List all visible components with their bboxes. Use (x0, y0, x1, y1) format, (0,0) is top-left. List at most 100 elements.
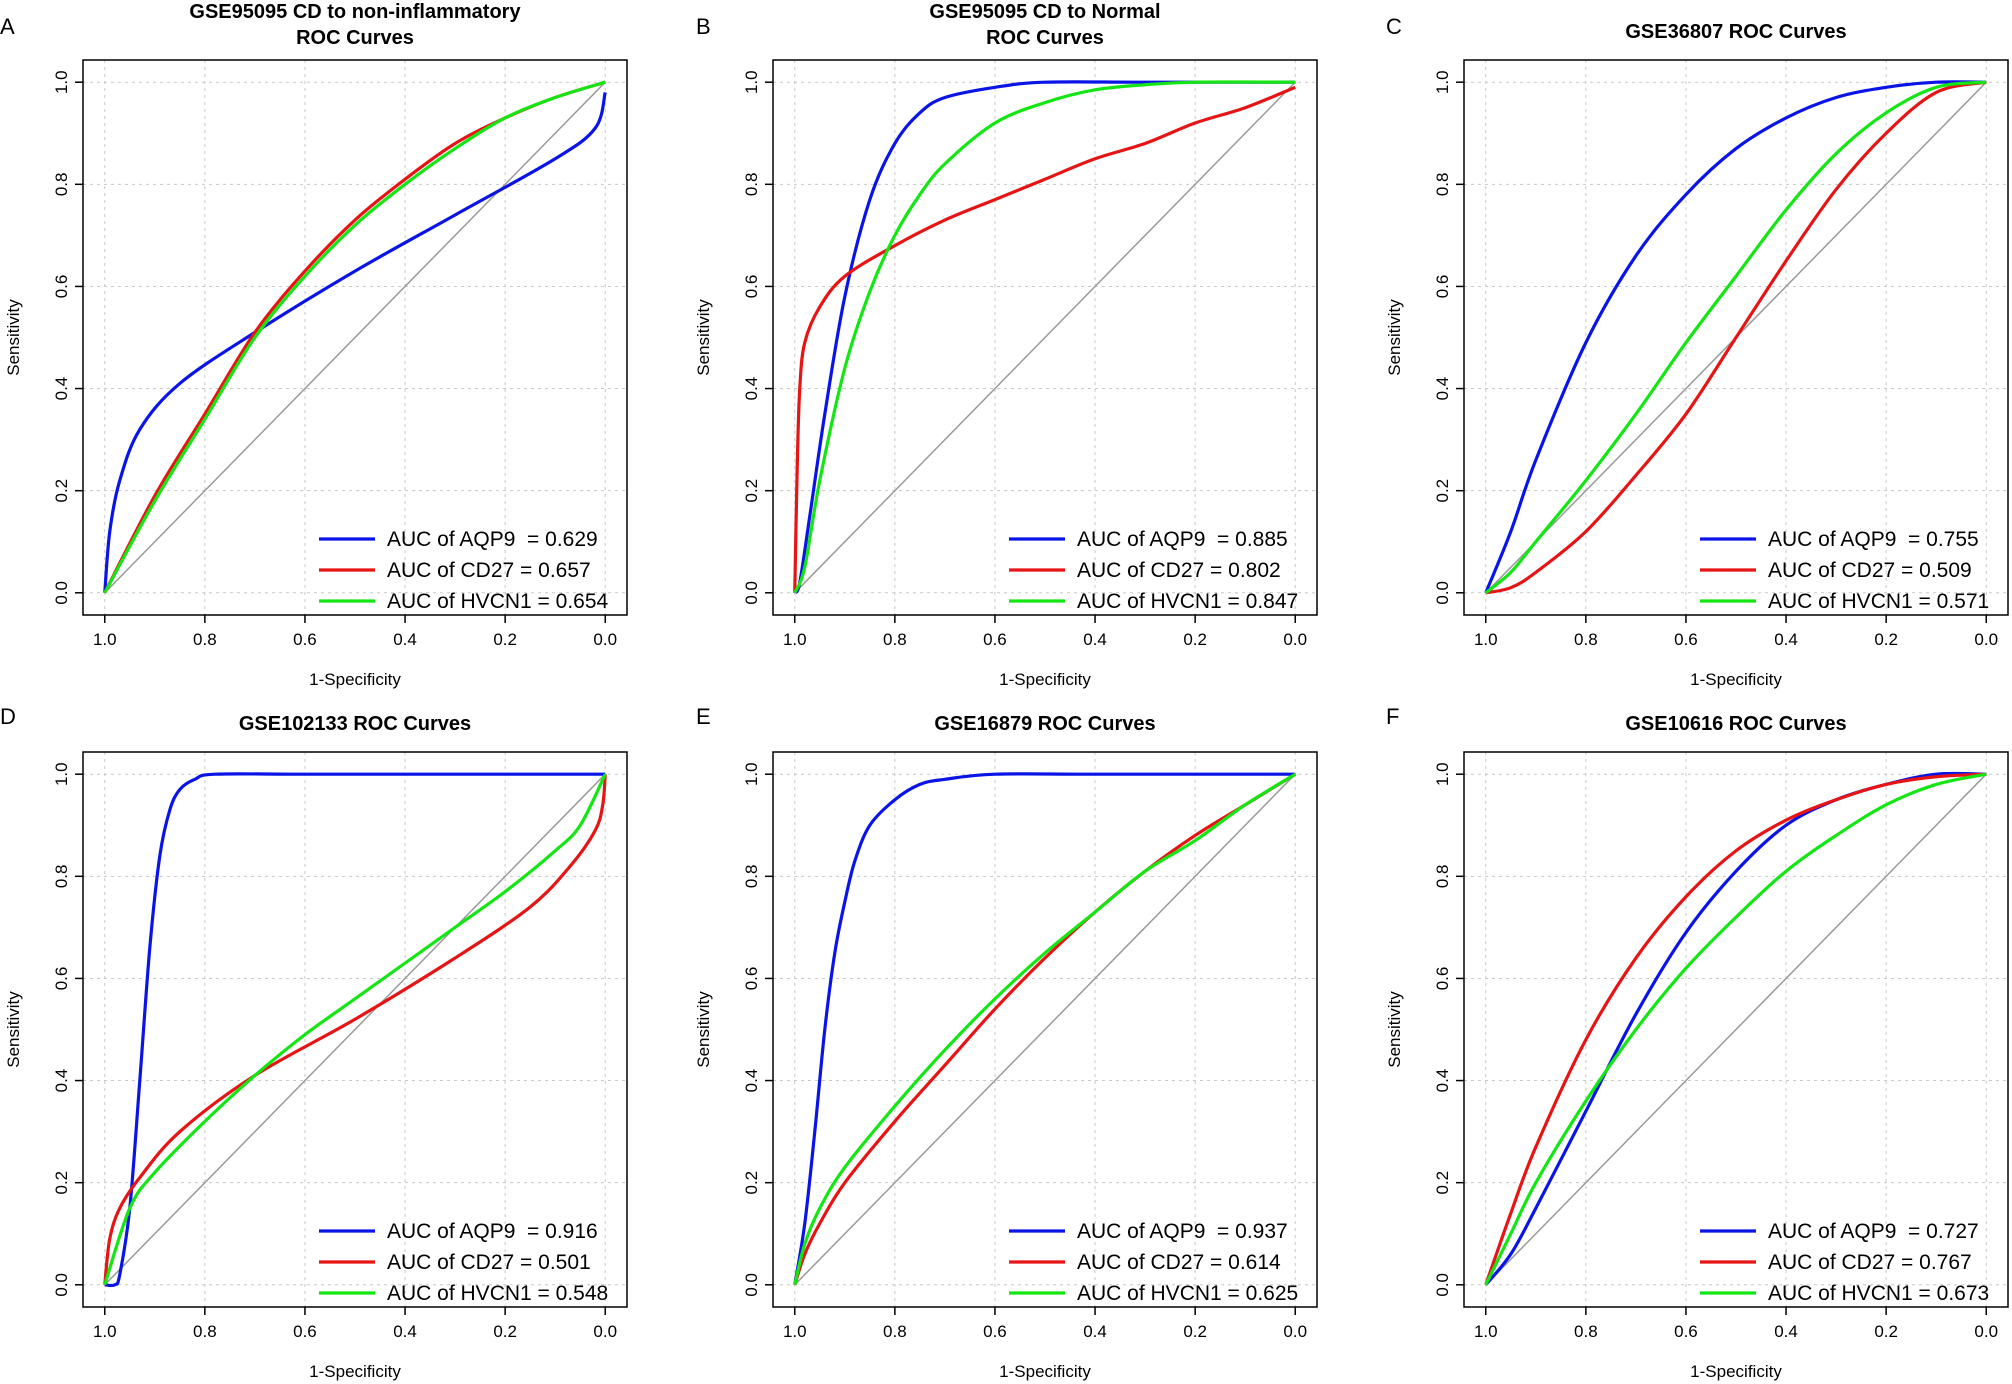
y-tick-label: 0.6 (1433, 275, 1452, 299)
x-tick-label: 0.8 (1574, 1322, 1598, 1341)
x-tick-label: 0.8 (193, 1322, 217, 1341)
y-tick-label: 1.0 (1433, 70, 1452, 94)
y-tick-label: 0.8 (742, 172, 761, 196)
y-tick-label: 1.0 (52, 70, 71, 94)
legend-label-cd27: AUC of CD27 = 0.657 (387, 559, 591, 582)
y-tick-label: 0.4 (1433, 1069, 1452, 1093)
roc-curve-cd27 (793, 85, 1296, 593)
x-axis-label: 1-Specificity (1690, 670, 1782, 689)
y-tick-label: 0.2 (52, 479, 71, 503)
panel-letter: B (696, 14, 711, 39)
y-tick-label: 0.6 (742, 275, 761, 299)
y-tick-label: 0.2 (1433, 1171, 1452, 1195)
y-tick-label: 0.2 (742, 1171, 761, 1195)
legend-label-hvcn1: AUC of HVCN1 = 0.571 (1768, 590, 1989, 613)
y-axis-label: Sensitivity (1385, 299, 1404, 376)
y-tick-label: 0.8 (1433, 172, 1452, 196)
x-tick-label: 0.8 (193, 630, 217, 649)
y-axis-label: Sensitivity (694, 991, 713, 1068)
roc-panel-b: B GSE95095 CD to Normal ROC Curves 1.0 0.8 0.… (694, 1, 1318, 689)
chart-title: GSE10616 ROC Curves (1625, 713, 1846, 735)
x-tick-label: 0.0 (1974, 630, 1998, 649)
x-tick-label: 0.0 (1283, 630, 1307, 649)
y-tick-label: 0.4 (742, 377, 761, 401)
x-tick-label: 0.4 (393, 630, 417, 649)
x-tick-label: 0.2 (1183, 630, 1207, 649)
reference-diagonal (104, 773, 606, 1286)
x-tick-label: 0.6 (1674, 1322, 1698, 1341)
plot-frame (82, 59, 628, 616)
y-tick-label: 0.0 (52, 581, 71, 605)
y-tick-label: 0.8 (52, 172, 71, 196)
x-tick-label: 0.6 (983, 630, 1007, 649)
panel-letter: C (1386, 14, 1402, 39)
x-tick-label: 1.0 (1474, 1322, 1498, 1341)
roc-curve-hvcn1 (1484, 772, 1987, 1286)
x-tick-label: 0.4 (1083, 630, 1107, 649)
y-tick-label: 0.8 (1433, 864, 1452, 888)
roc-panel-d: D GSE102133 ROC Curves 1.0 0.8 0.6 0.4 0.2 0.0 0… (0, 704, 628, 1381)
y-tick-label: 0.0 (1433, 581, 1452, 605)
roc-curve-aqp9 (103, 91, 607, 593)
panel-letter: D (0, 704, 16, 729)
y-tick-label: 0.4 (52, 1069, 71, 1093)
roc-curve-hvcn1 (1484, 80, 1987, 595)
x-tick-label: 0.4 (1774, 1322, 1798, 1341)
x-tick-label: 0.4 (1083, 1322, 1107, 1341)
chart-title: GSE95095 CD to Normal (929, 1, 1160, 23)
x-axis-label: 1-Specificity (999, 1362, 1091, 1381)
legend-label-aqp9: AUC of AQP9 = 0.937 (1077, 1220, 1288, 1243)
x-tick-label: 0.2 (493, 1322, 517, 1341)
x-tick-label: 0.0 (593, 630, 617, 649)
x-tick-label: 0.6 (293, 1322, 317, 1341)
y-tick-label: 1.0 (1433, 762, 1452, 786)
x-tick-label: 0.6 (1674, 630, 1698, 649)
x-tick-label: 0.0 (593, 1322, 617, 1341)
y-tick-label: 0.6 (52, 967, 71, 991)
y-tick-label: 0.0 (52, 1273, 71, 1297)
roc-curve-hvcn1 (793, 772, 1297, 1286)
x-axis-label: 1-Specificity (309, 670, 401, 689)
chart-title: GSE16879 ROC Curves (934, 713, 1155, 735)
legend-label-hvcn1: AUC of HVCN1 = 0.673 (1768, 1282, 1989, 1305)
legend-label-hvcn1: AUC of HVCN1 = 0.654 (387, 590, 609, 613)
reference-diagonal (794, 81, 1296, 594)
panel-letter: F (1386, 704, 1399, 729)
roc-panel-c: C GSE36807 ROC Curves 1.0 0.8 0.6 0.4 0.2 0.0 0.… (1385, 14, 2009, 689)
x-tick-label: 0.8 (1574, 630, 1598, 649)
roc-panel-f: F GSE10616 ROC Curves 1.0 0.8 0.6 0.4 0.2 0.0 0.… (1385, 704, 2009, 1381)
x-tick-label: 0.8 (883, 630, 907, 649)
legend-label-cd27: AUC of CD27 = 0.509 (1768, 559, 1972, 582)
legend-label-aqp9: AUC of AQP9 = 0.885 (1077, 528, 1288, 551)
y-tick-label: 0.4 (1433, 377, 1452, 401)
y-tick-label: 1.0 (742, 762, 761, 786)
x-tick-label: 0.2 (1874, 630, 1898, 649)
chart-title: ROC Curves (296, 27, 414, 49)
y-tick-label: 0.8 (742, 864, 761, 888)
x-axis-label: 1-Specificity (999, 670, 1091, 689)
x-tick-label: 0.6 (983, 1322, 1007, 1341)
y-tick-label: 0.0 (1433, 1273, 1452, 1297)
legend-label-cd27: AUC of CD27 = 0.767 (1768, 1251, 1972, 1274)
roc-curve-aqp9 (793, 772, 1296, 1286)
x-axis-label: 1-Specificity (1690, 1362, 1782, 1381)
roc-curve-aqp9 (793, 80, 1296, 594)
roc-curve-aqp9 (1484, 80, 1987, 594)
reference-diagonal (794, 773, 1296, 1286)
plot-frame (772, 59, 1318, 616)
y-tick-label: 1.0 (52, 762, 71, 786)
chart-title: GSE102133 ROC Curves (239, 713, 471, 735)
legend-label-cd27: AUC of CD27 = 0.802 (1077, 559, 1281, 582)
plot-frame (1463, 751, 2009, 1308)
y-axis-label: Sensitivity (1385, 991, 1404, 1068)
roc-panel-a: A GSE95095 CD to non-inflammatory ROC Curv… (0, 1, 628, 689)
roc-curve-hvcn1 (103, 773, 607, 1286)
roc-curve-cd27 (1484, 772, 1987, 1286)
plot-frame (82, 751, 628, 1308)
panel-letter: E (696, 704, 711, 729)
roc-curve-cd27 (103, 774, 607, 1285)
y-tick-label: 0.2 (1433, 479, 1452, 503)
legend-label-hvcn1: AUC of HVCN1 = 0.847 (1077, 590, 1298, 613)
y-tick-label: 0.0 (742, 1273, 761, 1297)
